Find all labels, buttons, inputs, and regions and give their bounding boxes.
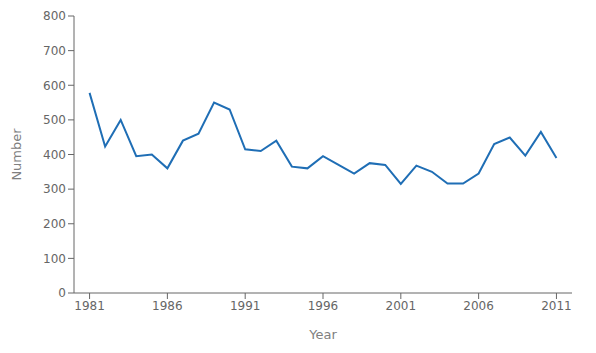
- svg-text:2001: 2001: [386, 299, 417, 313]
- svg-text:600: 600: [43, 79, 66, 93]
- svg-text:200: 200: [43, 217, 66, 231]
- svg-text:100: 100: [43, 252, 66, 266]
- svg-text:1991: 1991: [230, 299, 261, 313]
- svg-text:300: 300: [43, 182, 66, 196]
- svg-text:1981: 1981: [74, 299, 105, 313]
- svg-text:500: 500: [43, 113, 66, 127]
- svg-text:700: 700: [43, 44, 66, 58]
- svg-text:Year: Year: [308, 327, 337, 342]
- svg-text:Number: Number: [9, 128, 24, 181]
- svg-text:2006: 2006: [463, 299, 494, 313]
- svg-text:2011: 2011: [541, 299, 572, 313]
- svg-text:0: 0: [58, 286, 66, 300]
- svg-text:400: 400: [43, 148, 66, 162]
- svg-text:1996: 1996: [308, 299, 339, 313]
- svg-text:1986: 1986: [152, 299, 183, 313]
- svg-text:800: 800: [43, 9, 66, 23]
